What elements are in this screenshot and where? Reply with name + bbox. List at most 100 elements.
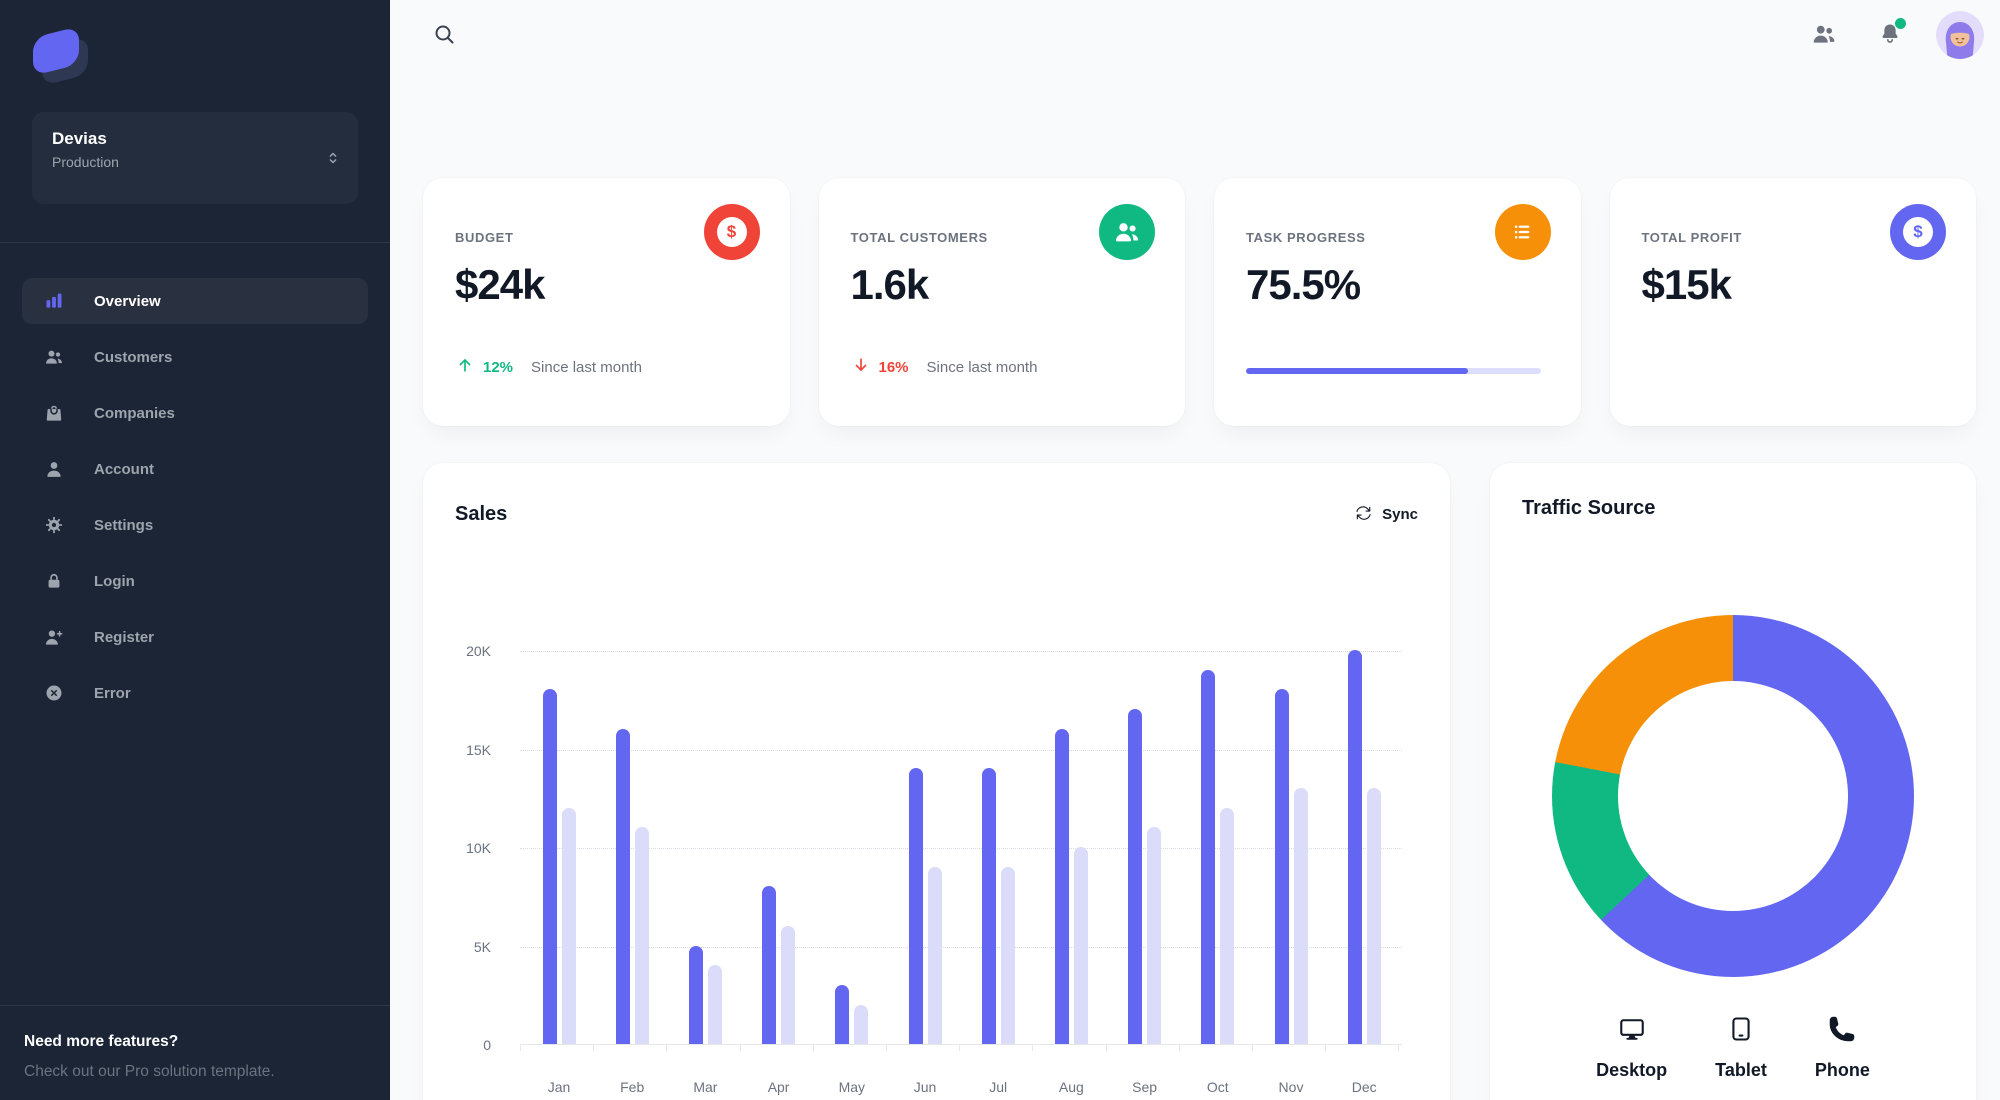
dollar-icon: $ — [703, 204, 760, 260]
devices-legend: Desktop Tablet Phone — [1490, 1015, 1976, 1081]
sync-button[interactable]: Sync — [1354, 504, 1418, 526]
x-axis-label: Apr — [767, 1079, 790, 1095]
trend-row: 16% Since last month — [851, 355, 1038, 380]
x-axis-tick — [520, 1045, 521, 1051]
bar — [1054, 728, 1069, 1044]
sidebar-item-overview[interactable]: Overview — [22, 278, 368, 324]
bar — [634, 827, 649, 1044]
budget-card: BUDGET $24k $ 12% Since last month — [423, 178, 790, 426]
legend-phone: Phone — [1815, 1015, 1870, 1081]
legend-desktop: Desktop — [1596, 1015, 1667, 1081]
x-axis-label: May — [838, 1079, 866, 1095]
stat-label: BUDGET — [455, 230, 514, 245]
sidebar-item-label: Register — [94, 628, 155, 646]
bar — [1274, 689, 1289, 1044]
bar — [1073, 847, 1088, 1044]
device-label: Tablet — [1715, 1060, 1767, 1080]
x-axis-tick — [666, 1045, 668, 1051]
bar — [835, 984, 850, 1044]
devias-logo-icon[interactable] — [33, 26, 93, 86]
desktop-icon — [1618, 1015, 1646, 1048]
bar — [561, 807, 576, 1044]
sidebar-item-label: Account — [94, 460, 154, 478]
sidebar-item-label: Error — [94, 684, 131, 702]
x-axis-tick — [739, 1045, 741, 1051]
x-axis-label: Oct — [1206, 1079, 1229, 1095]
total-customers-card: TOTAL CUSTOMERS 1.6k 16% Since last mont… — [818, 178, 1185, 426]
x-axis-tick — [1325, 1045, 1327, 1051]
x-circle-icon — [44, 683, 64, 703]
users-icon — [1099, 204, 1155, 260]
x-axis-label: Jan — [547, 1079, 571, 1095]
gear-icon — [44, 515, 64, 535]
chart-bar-icon — [44, 291, 64, 311]
user-plus-icon — [44, 627, 64, 647]
bar — [908, 768, 923, 1044]
x-axis-tick — [812, 1045, 814, 1051]
legend-tablet: Tablet — [1715, 1015, 1767, 1081]
stat-value: 75.5% — [1246, 261, 1361, 308]
traffic-title: Traffic Source — [1522, 497, 1656, 519]
contacts-button[interactable] — [1804, 15, 1844, 55]
sidebar-item-login[interactable]: Login — [22, 558, 368, 604]
arrow-up-icon — [455, 355, 475, 380]
sidebar-item-label: Overview — [94, 292, 161, 310]
stat-value: 1.6k — [850, 261, 930, 308]
user-avatar[interactable] — [1936, 11, 1984, 59]
bar-group-feb — [615, 728, 649, 1044]
x-axis-tick — [886, 1045, 887, 1051]
bar — [1366, 787, 1381, 1044]
workspace-selector[interactable]: Devias Production — [32, 112, 358, 204]
bell-icon — [1877, 21, 1903, 50]
task-progress-fill — [1246, 368, 1469, 374]
sidebar-item-label: Companies — [94, 404, 175, 422]
bar-group-jan — [542, 689, 576, 1044]
stat-label: TOTAL PROFIT — [1641, 230, 1742, 245]
users-icon — [1811, 21, 1837, 50]
notifications-button[interactable] — [1870, 15, 1910, 55]
x-axis-label: Mar — [693, 1079, 718, 1095]
user-icon — [44, 459, 64, 479]
bar-group-jul — [981, 768, 1015, 1044]
bar — [981, 768, 996, 1044]
stat-label: TOTAL CUSTOMERS — [850, 230, 988, 245]
sidebar-item-account[interactable]: Account — [22, 446, 368, 492]
sidebar-item-error[interactable]: Error — [22, 670, 368, 716]
x-axis-tick — [1105, 1045, 1107, 1051]
total-profit-card: TOTAL PROFIT $15k $ — [1609, 178, 1976, 426]
avatar-illustration — [1936, 11, 1984, 59]
x-axis-tick — [1398, 1045, 1400, 1051]
sidebar-item-customers[interactable]: Customers — [22, 334, 368, 380]
trend-caption: Since last month — [926, 359, 1038, 376]
bar — [1128, 709, 1143, 1044]
bar — [1220, 807, 1235, 1044]
gridline — [520, 946, 1402, 948]
trend-percent: 12% — [483, 359, 514, 376]
bar-group-aug — [1054, 728, 1088, 1044]
dollar-icon: $ — [1890, 204, 1946, 260]
sync-label: Sync — [1382, 506, 1418, 523]
sidebar-item-label: Login — [94, 572, 135, 590]
search-button[interactable] — [424, 15, 464, 55]
users-icon — [44, 347, 64, 367]
sidebar-divider — [0, 242, 390, 243]
bar — [1347, 650, 1362, 1044]
sidebar-nav: Overview Customers Companies Account Set… — [22, 278, 368, 726]
bar — [688, 945, 703, 1044]
traffic-donut-chart — [1552, 615, 1914, 977]
sidebar-item-register[interactable]: Register — [22, 614, 368, 660]
sidebar-item-companies[interactable]: Companies — [22, 390, 368, 436]
trend-caption: Since last month — [531, 359, 642, 376]
device-label: Phone — [1814, 1060, 1870, 1080]
task-progress-bar — [1246, 368, 1541, 374]
sidebar-item-label: Customers — [94, 348, 173, 366]
stat-value: $24k — [455, 261, 545, 308]
bar — [1293, 787, 1308, 1044]
refresh-icon — [1354, 504, 1372, 526]
x-axis-label: Dec — [1351, 1079, 1377, 1095]
gridline — [520, 749, 1402, 751]
sidebar-item-settings[interactable]: Settings — [22, 502, 368, 548]
sales-title: Sales — [455, 503, 508, 525]
x-axis-tick — [1032, 1045, 1034, 1051]
traffic-source-card: Traffic Source Desktop Tablet Phone — [1490, 463, 1976, 1100]
